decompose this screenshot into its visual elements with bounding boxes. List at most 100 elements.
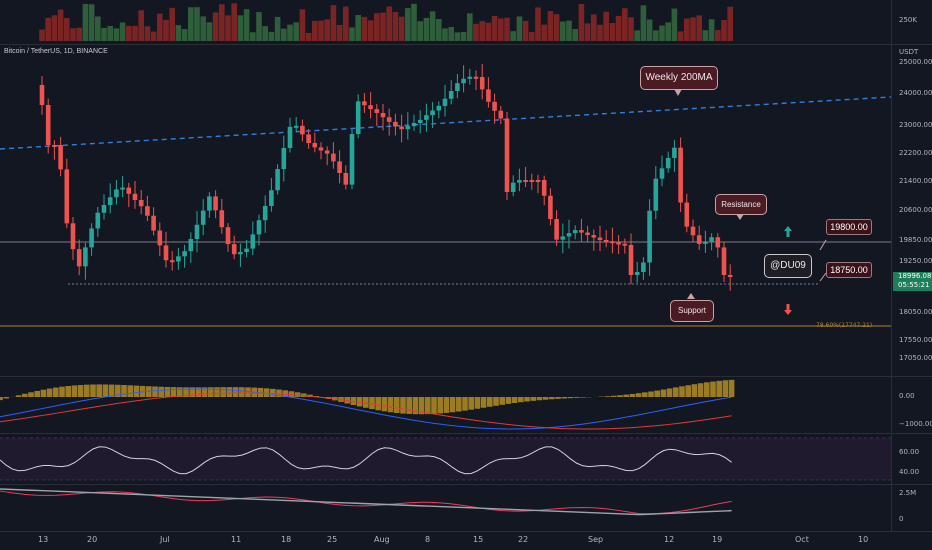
candle-body bbox=[585, 232, 590, 236]
macd-histogram-bar bbox=[549, 397, 555, 400]
volume-bar bbox=[454, 32, 461, 41]
volume-bar bbox=[51, 15, 58, 41]
candle-body bbox=[647, 210, 652, 263]
volume-bar bbox=[702, 30, 709, 41]
candle-body bbox=[721, 247, 727, 275]
macd-histogram-bar bbox=[425, 397, 431, 415]
macd-histogram-bar bbox=[239, 387, 245, 397]
support-callout[interactable]: Support bbox=[670, 300, 714, 322]
volume-bar bbox=[250, 32, 256, 41]
volume-bar bbox=[169, 7, 175, 42]
volume-bar bbox=[560, 21, 566, 41]
author-callout[interactable]: @DU09 bbox=[764, 254, 812, 278]
macd-histogram-bar bbox=[220, 387, 226, 397]
candle-body bbox=[665, 158, 671, 169]
candle-body bbox=[107, 197, 113, 205]
volume-bar bbox=[188, 7, 194, 41]
macd-histogram-bar bbox=[623, 394, 629, 397]
macd-histogram-bar bbox=[71, 385, 78, 397]
volume-bar bbox=[473, 23, 479, 41]
macd-histogram-bar bbox=[294, 392, 301, 397]
candle-body bbox=[641, 262, 646, 272]
weekly-200ma-callout[interactable]: Weekly 200MA bbox=[640, 66, 718, 90]
candle-body bbox=[523, 180, 528, 182]
macd-histogram-bar bbox=[127, 385, 133, 397]
volume-bar bbox=[423, 17, 430, 41]
volume-bar bbox=[126, 25, 132, 41]
macd-histogram-bar bbox=[46, 388, 53, 397]
price-chart[interactable] bbox=[0, 45, 891, 376]
macd-histogram-bar bbox=[282, 390, 288, 397]
author-label: @DU09 bbox=[770, 260, 806, 271]
macd-histogram-bar bbox=[381, 397, 388, 412]
candle-body bbox=[188, 239, 194, 252]
price-label: 17050.00 bbox=[899, 354, 932, 362]
macd-histogram-bar bbox=[449, 397, 456, 413]
level-low-tag[interactable]: 18750.00 bbox=[826, 262, 872, 278]
macd-histogram-bar bbox=[394, 397, 400, 413]
volume-bar bbox=[572, 28, 578, 41]
candle-body bbox=[442, 98, 448, 106]
candle-body bbox=[393, 121, 398, 127]
resistance-callout[interactable]: Resistance bbox=[715, 194, 767, 215]
volume-bar bbox=[597, 24, 603, 41]
volume-bar bbox=[107, 26, 113, 41]
macd-histogram-bar bbox=[108, 384, 115, 397]
volume-bar bbox=[330, 5, 337, 41]
candle-body bbox=[349, 134, 355, 185]
candle-body bbox=[70, 223, 76, 250]
symbol-title[interactable]: Bitcoin / TetherUS, 1D, BINANCE bbox=[4, 48, 108, 55]
candle-body bbox=[287, 126, 293, 148]
candle-body bbox=[39, 85, 45, 105]
candle-body bbox=[399, 126, 404, 130]
macd-histogram-bar bbox=[431, 397, 437, 414]
volume-bar bbox=[132, 25, 138, 41]
macd-histogram-bar bbox=[34, 390, 40, 397]
candle-body bbox=[517, 180, 522, 183]
volume-bar bbox=[467, 13, 473, 41]
macd-histogram-bar bbox=[84, 384, 90, 397]
macd-histogram-bar bbox=[604, 396, 611, 397]
macd-pane bbox=[0, 379, 735, 430]
macd-histogram-bar bbox=[487, 397, 493, 407]
macd-histogram-bar bbox=[288, 391, 295, 397]
price-axis[interactable]: 250K USDT 25000.00 24000.00 23000.00 222… bbox=[891, 0, 932, 532]
time-label: Oct bbox=[795, 535, 809, 544]
volume-bar bbox=[535, 7, 541, 41]
level-high-tag[interactable]: 19800.00 bbox=[826, 219, 872, 235]
volume-bar bbox=[429, 11, 436, 41]
volume-bar bbox=[88, 4, 95, 42]
resistance-label: Resistance bbox=[721, 200, 761, 209]
volume-bar bbox=[646, 19, 653, 41]
candle-body bbox=[386, 117, 392, 122]
volume-bar bbox=[305, 32, 312, 41]
candle-body bbox=[238, 252, 243, 255]
volume-bar bbox=[70, 28, 76, 41]
volume-bar bbox=[225, 15, 231, 41]
rsi-axis-label: 40.00 bbox=[899, 468, 920, 476]
candle-body bbox=[510, 182, 516, 192]
time-axis[interactable]: 13 20 Jul 11 18 25 Aug 8 15 22 Sep 12 19… bbox=[0, 532, 932, 550]
macd-histogram-bar bbox=[555, 397, 561, 399]
candle-body bbox=[213, 196, 218, 211]
candle-body bbox=[467, 76, 473, 79]
candle-body bbox=[498, 110, 504, 119]
volume-bar bbox=[219, 4, 225, 42]
volume-bar bbox=[510, 31, 516, 41]
macd-axis-label: −1000.00 bbox=[899, 420, 932, 428]
volume-bar bbox=[615, 15, 622, 41]
volume-bar bbox=[566, 20, 572, 41]
candle-body bbox=[610, 241, 615, 244]
candle-body bbox=[300, 125, 305, 135]
volume-bar bbox=[181, 29, 188, 41]
volume-bar bbox=[312, 20, 318, 41]
volume-bar bbox=[578, 4, 585, 41]
candle-body bbox=[293, 125, 299, 128]
volume-bar bbox=[361, 16, 368, 41]
time-label: 11 bbox=[231, 535, 242, 544]
candle-body bbox=[200, 210, 206, 225]
macd-histogram-bar bbox=[412, 397, 419, 415]
candle-body bbox=[207, 196, 212, 211]
candle-body bbox=[163, 245, 169, 261]
last-price-badge[interactable]: 18996.08 05:55:21 bbox=[893, 272, 932, 291]
